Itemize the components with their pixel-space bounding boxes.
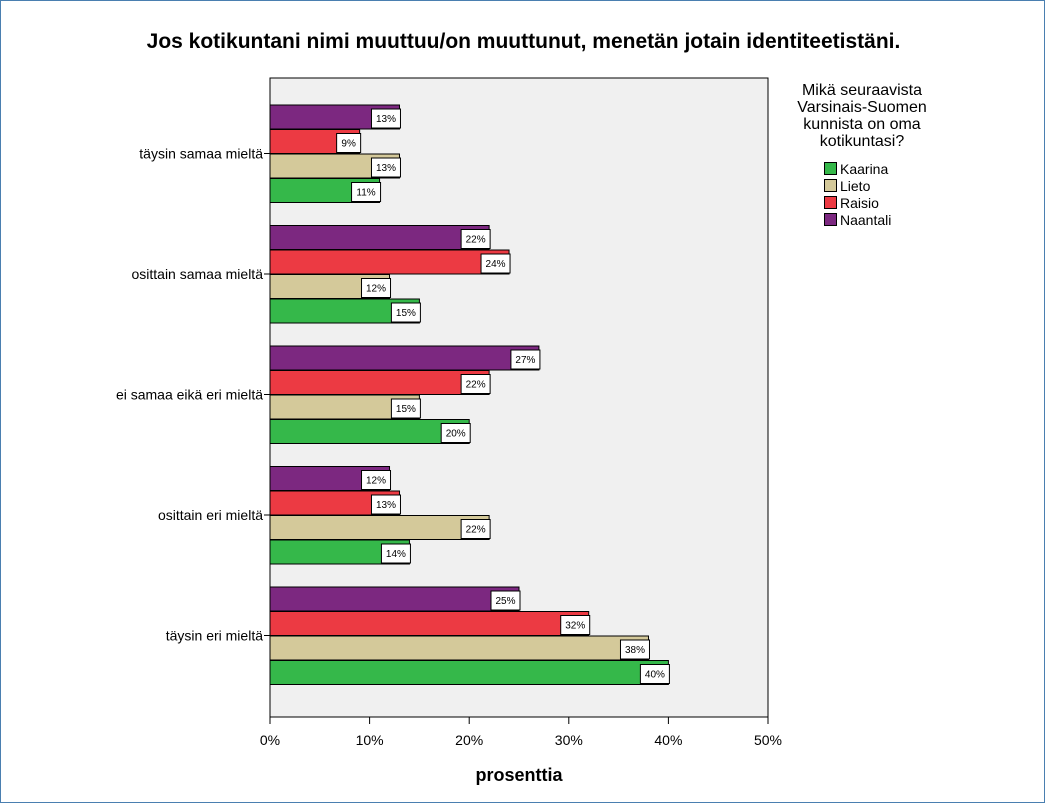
legend-title-line-0: Mikä seuraavista [801,82,923,99]
data-label-box-lieto-1 [361,278,392,298]
legend-title-line-1: Varsinais-Suomen [797,99,927,116]
x-axis-title: prosenttia [475,765,563,785]
category-label-1: osittain samaa mieltä [131,266,263,282]
data-label-raisio-0: 9% [341,139,356,150]
bar-naantali-1 [269,225,490,250]
data-label-box-raisio-2 [460,374,491,394]
data-label-box-kaarina-2 [440,423,471,443]
data-label-kaarina-3: 14% [386,549,406,560]
data-label-box-naantali-1 [460,229,491,249]
data-label-box-kaarina-3 [380,543,411,564]
x-tick-label-1: 10% [356,732,384,748]
bar-lieto-4 [269,635,649,661]
data-label-kaarina-4: 40% [645,670,665,681]
data-label-naantali-2: 27% [515,355,535,366]
legend-item-raisio: Raisio [824,194,952,211]
data-label-raisio-1: 24% [486,259,506,270]
legend-item-kaarina: Kaarina [824,160,952,177]
data-label-raisio-2: 22% [466,380,486,391]
data-label-box-raisio-0 [336,133,362,153]
data-label-box-lieto-0 [370,157,401,178]
data-label-naantali-0: 13% [376,114,396,125]
data-label-box-kaarina-4 [639,664,670,684]
data-label-box-naantali-4 [490,590,521,611]
x-tick-label-5: 50% [754,732,782,748]
data-label-box-naantali-2 [510,349,541,370]
legend-title-line-3: kotikuntasi? [819,133,905,150]
bar-raisio-4 [269,611,590,636]
bars-group: 13% 9% 13% 11% 22% 24% 12% 15% 27% 22% 15% 20% 12% 13… [269,104,670,685]
legend-swatch-lieto [824,179,837,192]
data-label-lieto-0: 13% [376,163,396,174]
legend-title-line-2: kunnista on oma [803,116,921,133]
category-label-4: täysin eri mieltä [166,628,263,644]
legend-item-lieto: Lieto [824,177,952,194]
data-label-box-kaarina-1 [390,302,421,323]
bar-kaarina-4 [269,660,669,685]
legend-label-raisio: Raisio [840,194,879,211]
legend-item-naantali: Naantali [824,211,952,228]
legend-label-naantali: Naantali [840,211,892,228]
bar-raisio-2 [269,370,490,395]
category-label-0: täysin samaa mieltä [139,146,263,162]
x-axis: 0% 10% 20% 30% 40% 50% [260,717,782,748]
data-label-lieto-2: 15% [396,404,416,415]
data-label-box-naantali-0 [370,108,401,129]
data-label-box-naantali-3 [361,470,392,490]
legend-items: Kaarina Lieto Raisio Naantali [772,160,952,228]
x-tick-label-2: 20% [455,732,483,748]
data-label-box-raisio-4 [560,615,591,635]
data-label-lieto-4: 38% [625,645,645,656]
legend-swatch-naantali [824,213,837,226]
legend-swatch-raisio [824,196,837,209]
data-label-box-lieto-2 [390,398,421,419]
x-tick-label-0: 0% [260,732,280,748]
bar-lieto-3 [269,515,490,540]
data-label-naantali-4: 25% [495,596,515,607]
data-label-naantali-1: 22% [466,235,486,246]
legend: Mikä seuraavista Varsinais-Suomen kunnista… [772,82,952,228]
data-label-lieto-1: 12% [366,284,386,295]
data-label-raisio-3: 13% [376,500,396,511]
data-label-raisio-4: 32% [565,621,585,632]
data-label-box-lieto-3 [460,519,491,539]
data-label-kaarina-2: 20% [446,429,466,440]
legend-title: Mikä seuraavista Varsinais-Suomen kunnista… [772,82,952,150]
legend-label-lieto: Lieto [840,177,871,194]
data-label-lieto-3: 22% [466,525,486,536]
data-label-box-raisio-1 [480,253,511,274]
bar-raisio-1 [269,249,510,275]
legend-label-kaarina: Kaarina [840,160,889,177]
bar-naantali-4 [269,586,520,612]
y-axis: täysin samaa mieltä osittain samaa mieltä… [116,146,270,644]
bar-naantali-2 [269,345,540,371]
data-label-naantali-3: 12% [366,476,386,487]
data-label-kaarina-0: 11% [356,188,375,199]
data-label-box-kaarina-0 [351,182,382,202]
category-label-2: ei samaa eikä eri mieltä [116,387,263,403]
legend-swatch-kaarina [824,162,837,175]
chart-title: Jos kotikuntani nimi muuttuu/on muuttunu… [146,30,901,53]
x-tick-label-4: 40% [654,732,682,748]
data-label-kaarina-1: 15% [396,308,416,319]
data-label-box-lieto-4 [619,639,650,660]
category-label-3: osittain eri mieltä [158,507,263,523]
x-tick-label-3: 30% [555,732,583,748]
bar-kaarina-2 [269,419,470,444]
data-label-box-raisio-3 [370,494,401,515]
